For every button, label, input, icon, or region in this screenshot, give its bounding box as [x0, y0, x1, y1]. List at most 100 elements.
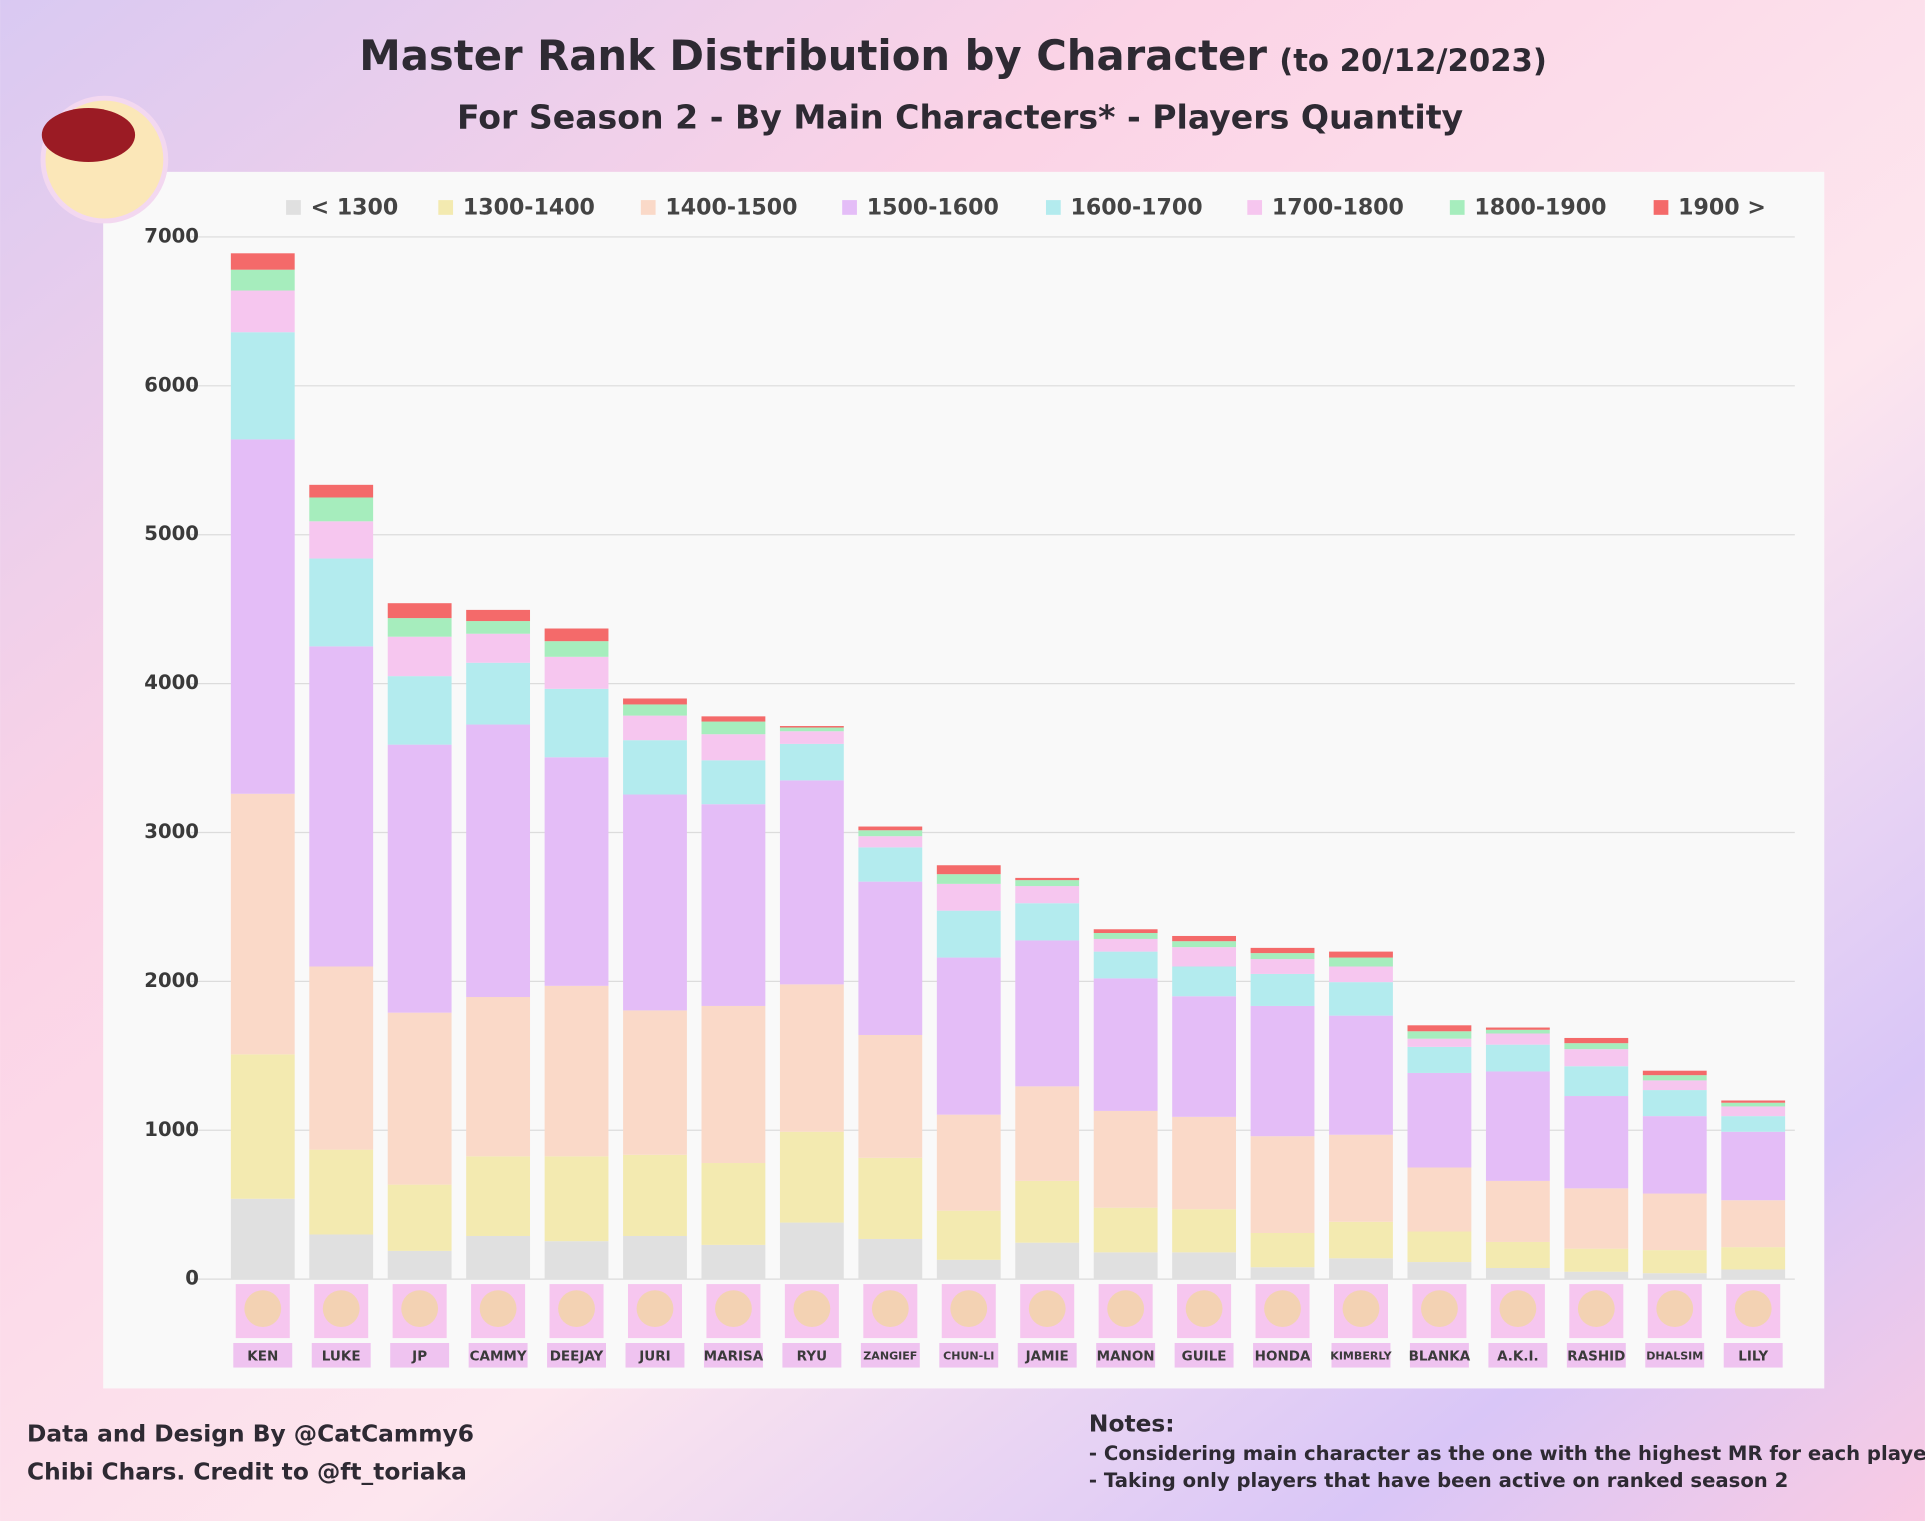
- bar-segment: [1250, 1136, 1315, 1234]
- bar-segment: [1721, 1116, 1786, 1132]
- bar-segment: [936, 1210, 1001, 1260]
- x-tick-label: CHUN-LI: [943, 1350, 994, 1363]
- x-tick-label: LUKE: [322, 1349, 361, 1365]
- bar-segment: [309, 1234, 374, 1280]
- x-tick-label: JP: [411, 1349, 427, 1365]
- character-label-box: [468, 1342, 528, 1368]
- bar-segment: [544, 641, 609, 657]
- bar-segment: [1721, 1102, 1786, 1107]
- legend-marker: [1653, 200, 1669, 215]
- x-tick-label: KIMBERLY: [1330, 1350, 1392, 1363]
- avatar-beret: [41, 108, 136, 163]
- bar-segment: [1564, 1248, 1629, 1272]
- bar-segment: [1407, 1046, 1472, 1073]
- character-head: [1577, 1290, 1615, 1328]
- bar-segment: [1407, 1038, 1472, 1047]
- bar-segment: [1172, 947, 1237, 967]
- character-label-box: [1566, 1342, 1626, 1368]
- legend-label: 1600-1700: [1071, 195, 1203, 221]
- bar-segment: [544, 628, 609, 642]
- bar-segment: [1721, 1269, 1786, 1280]
- bar-segment: [387, 676, 452, 745]
- bar-segment: [1250, 1233, 1315, 1268]
- x-tick-label: JAMIE: [1025, 1349, 1069, 1365]
- character-label-box: [939, 1342, 999, 1368]
- character-label-box: [1253, 1342, 1312, 1368]
- bar-segment: [466, 1156, 531, 1236]
- bar-segment: [779, 726, 844, 728]
- bar-segment: [1172, 1252, 1237, 1280]
- note: - Considering main character as the one …: [1089, 1442, 1925, 1465]
- bar-segment: [1407, 1025, 1472, 1032]
- bar-segment: [1015, 880, 1080, 887]
- bar-segment: [701, 716, 766, 722]
- chart-title: Master Rank Distribution by Character: [359, 31, 1267, 80]
- character-head: [1028, 1290, 1066, 1328]
- bar-segment: [858, 826, 923, 831]
- bar-segment: [623, 1010, 687, 1155]
- bar-segment: [230, 793, 295, 1055]
- character-head: [558, 1290, 595, 1328]
- character-label-box: [1488, 1342, 1548, 1368]
- bar-segment: [1093, 938, 1158, 952]
- bar-segment: [1329, 1258, 1393, 1280]
- credit: Data and Design By @CatCammy6: [27, 1421, 474, 1448]
- x-tick-label: ZANGIEF: [863, 1350, 917, 1363]
- legend-marker: [286, 200, 301, 215]
- bar-segment: [1015, 1242, 1080, 1280]
- bar-segment: [701, 734, 766, 761]
- credit: Chibi Chars. Credit to @ft_toriaka: [27, 1459, 467, 1486]
- x-tick-label: DEEJAY: [550, 1349, 604, 1365]
- bar-segment: [466, 662, 531, 725]
- character-head: [244, 1290, 282, 1328]
- bar-segment: [230, 290, 295, 333]
- bar-segment: [1485, 1044, 1550, 1072]
- bar-segment: [387, 1012, 452, 1185]
- bar-segment: [1407, 1167, 1472, 1232]
- bar-segment: [309, 646, 374, 967]
- bar-segment: [387, 1250, 452, 1280]
- character-label-box: [390, 1342, 450, 1368]
- bar-segment: [230, 332, 295, 440]
- legend-marker: [842, 200, 857, 215]
- bar-segment: [1564, 1188, 1629, 1249]
- character-head: [1264, 1290, 1301, 1328]
- bar-segment: [309, 497, 374, 522]
- character-head: [715, 1290, 752, 1328]
- bar-segment: [936, 1114, 1001, 1211]
- bar-segment: [1485, 1027, 1550, 1030]
- bar-segment: [1015, 886, 1080, 904]
- x-tick-label: LILY: [1738, 1349, 1768, 1365]
- bar-segment: [544, 757, 609, 986]
- bar-segment: [1093, 1110, 1158, 1208]
- bar-segment: [936, 874, 1001, 884]
- bar-segment: [936, 957, 1001, 1115]
- bar-segment: [309, 484, 374, 498]
- character-label-box: [703, 1342, 763, 1368]
- bar-segment: [1329, 1134, 1393, 1222]
- bar-segment: [1015, 1086, 1080, 1181]
- bar-segment: [1407, 1262, 1472, 1280]
- bar-segment: [544, 688, 609, 758]
- bar-segment: [1642, 1193, 1707, 1251]
- bar-segment: [230, 269, 295, 291]
- bar-segment: [1329, 966, 1393, 983]
- bar-segment: [1093, 929, 1158, 933]
- legend-label: < 1300: [311, 195, 399, 221]
- bar-segment: [466, 621, 531, 634]
- bar-segment: [1564, 1043, 1629, 1050]
- bar-segment: [936, 1259, 1001, 1280]
- avatar: [40, 95, 169, 224]
- x-tick-label: JURI: [638, 1349, 670, 1365]
- bar-segment: [779, 1131, 844, 1223]
- character-head: [1656, 1290, 1694, 1328]
- bar-segment: [1250, 959, 1315, 974]
- bar-segment: [1721, 1200, 1786, 1248]
- legend-label: 1700-1800: [1272, 195, 1404, 221]
- character-head: [1734, 1290, 1772, 1328]
- character-head: [1342, 1290, 1380, 1328]
- bar-segment: [779, 1222, 844, 1280]
- bar-segment: [623, 794, 687, 1011]
- bar-segment: [1093, 1207, 1158, 1253]
